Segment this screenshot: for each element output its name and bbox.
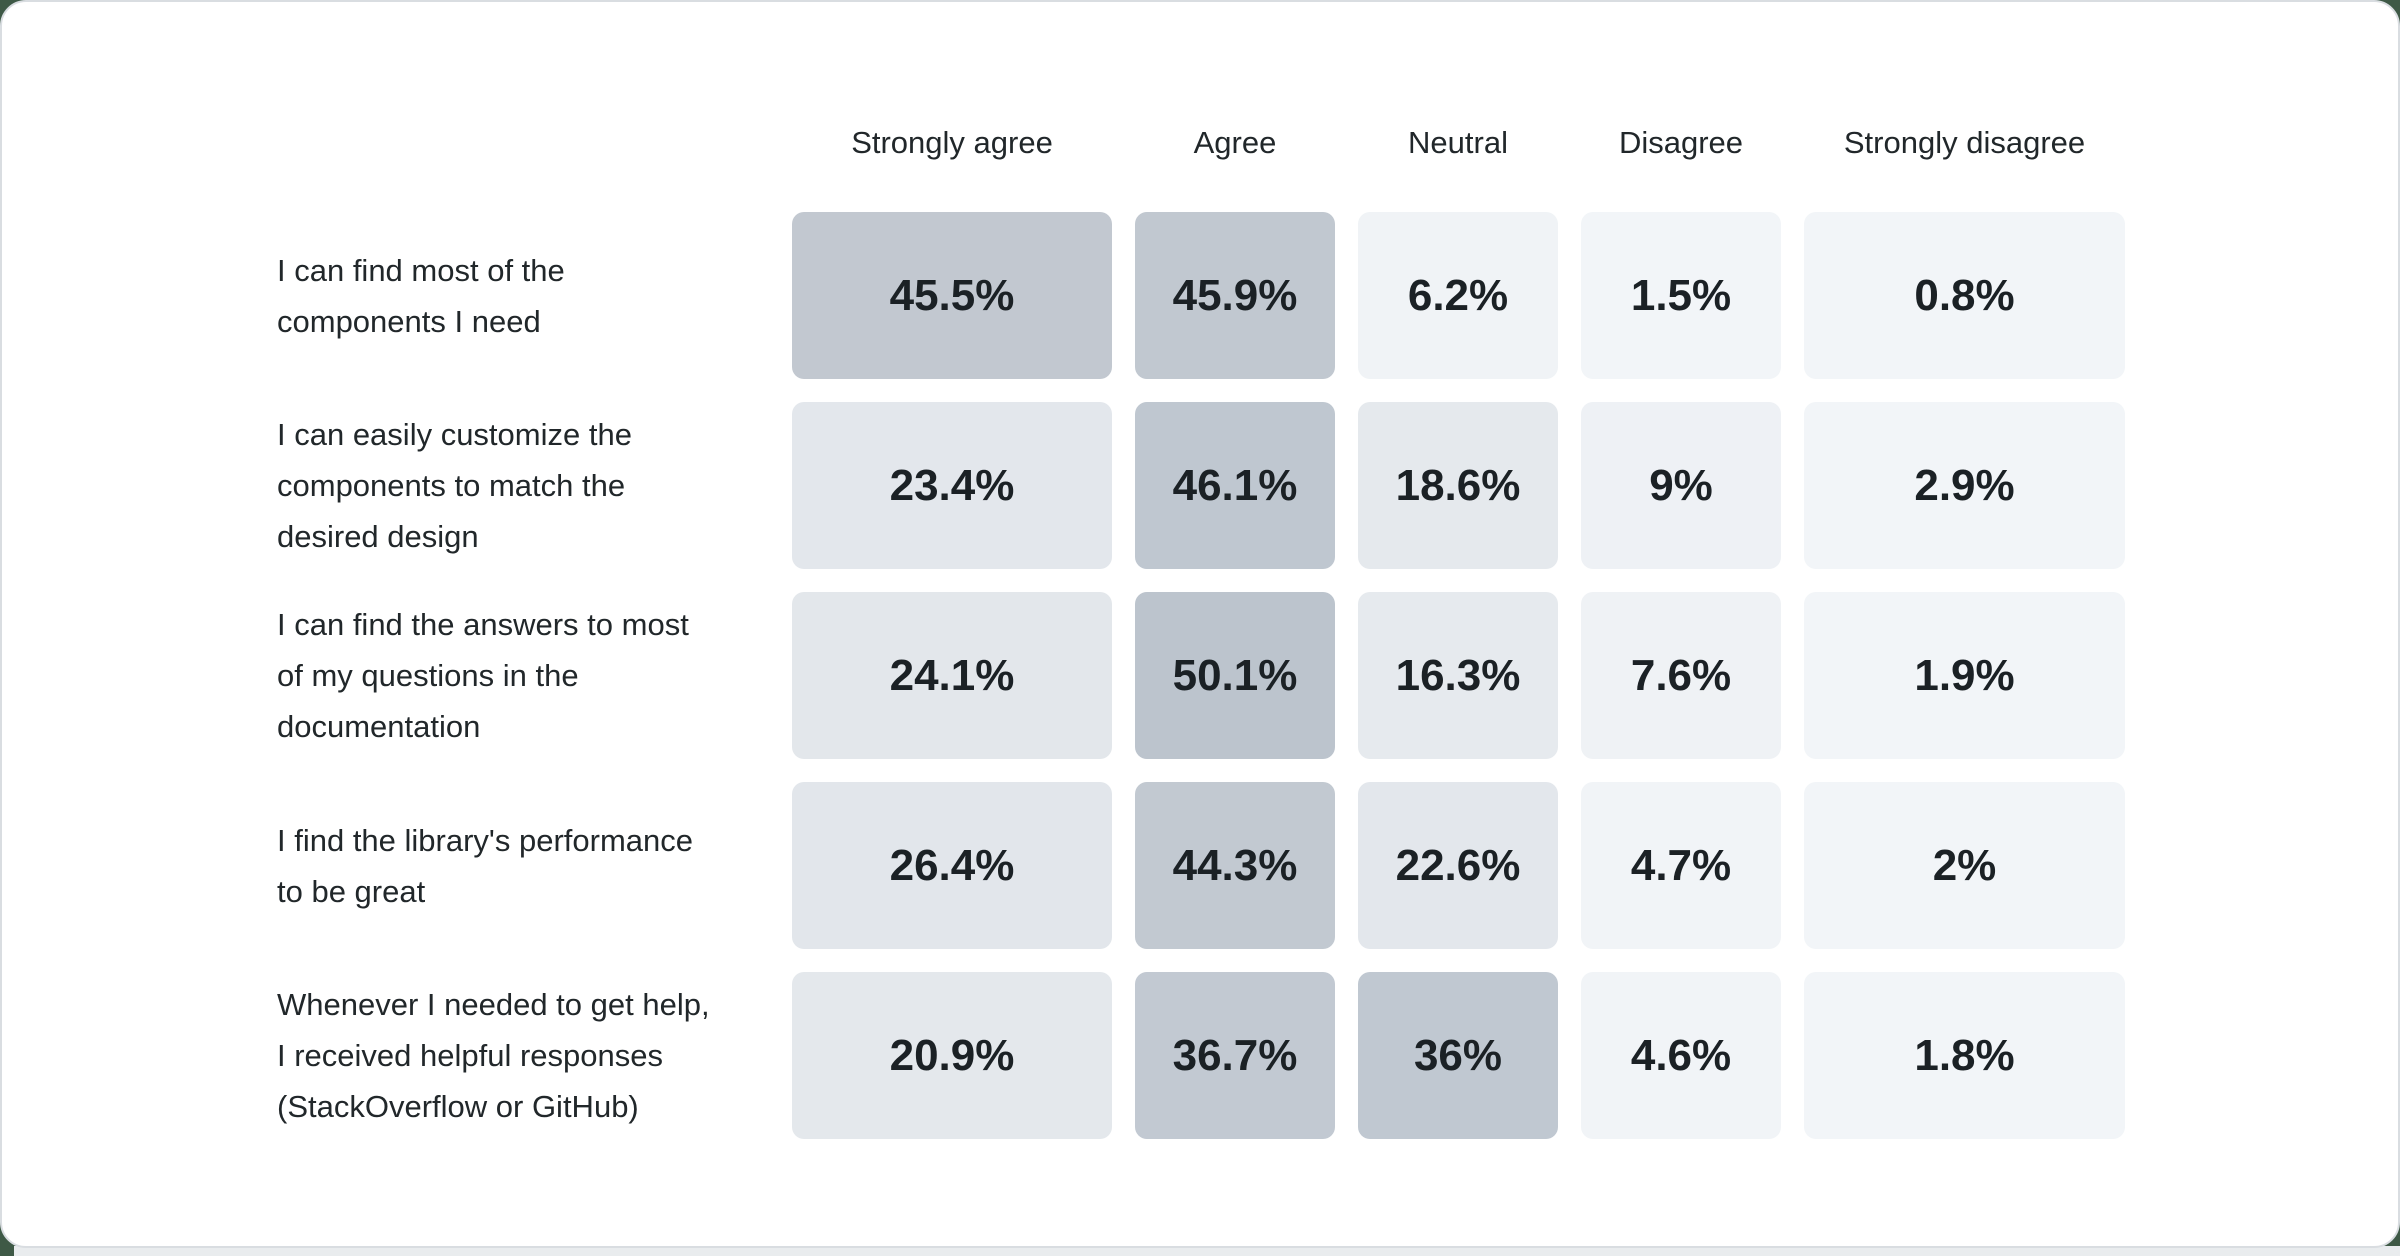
heatmap-cell: 1.9% [1804, 592, 2125, 759]
heatmap-cell: 50.1% [1135, 592, 1335, 759]
heatmap-cell: 22.6% [1358, 782, 1558, 949]
heatmap-cell: 1.8% [1804, 972, 2125, 1139]
heatmap-cell: 6.2% [1358, 212, 1558, 379]
heatmap-cell: 24.1% [792, 592, 1112, 759]
row-label-2: I can easily customize the components to… [277, 417, 632, 554]
column-header-2: Agree [1193, 125, 1277, 160]
column-header-4: Disagree [1618, 125, 1744, 160]
column-header-5: Strongly disagree [1843, 125, 2086, 160]
survey-results-grid: Strongly agree Agree Neutral Disagree Strong… [277, 97, 2125, 1139]
heatmap-cell: 45.9% [1135, 212, 1335, 379]
heatmap-cell: 18.6% [1358, 402, 1558, 569]
heatmap-cell: 4.7% [1581, 782, 1781, 949]
column-header-1: Strongly agree [851, 125, 1053, 160]
heatmap-cell: 36% [1358, 972, 1558, 1139]
heatmap-cell: 1.5% [1581, 212, 1781, 379]
row-label-3: I can find the answers to most of my que… [277, 607, 689, 744]
heatmap-cell: 45.5% [792, 212, 1112, 379]
heatmap-cell: 23.4% [792, 402, 1112, 569]
heatmap-cell: 44.3% [1135, 782, 1335, 949]
row-label-1: I can find most of the components I need [277, 252, 565, 339]
heatmap-cell: 2.9% [1804, 402, 2125, 569]
row-label-4: I find the library's performance to be g… [277, 822, 693, 909]
heatmap-cell: 7.6% [1581, 592, 1781, 759]
heatmap-cell: 4.6% [1581, 972, 1781, 1139]
heatmap-cell: 0.8% [1804, 212, 2125, 379]
row-label-5: Whenever I needed to get help, I receive… [277, 987, 710, 1124]
column-header-3: Neutral [1408, 125, 1508, 160]
heatmap-cell: 46.1% [1135, 402, 1335, 569]
heatmap-cell: 16.3% [1358, 592, 1558, 759]
heatmap-cell: 20.9% [792, 972, 1112, 1139]
heatmap-cell: 26.4% [792, 782, 1112, 949]
heatmap-cell: 2% [1804, 782, 2125, 949]
grid-corner-spacer [277, 97, 769, 189]
heatmap-cell: 36.7% [1135, 972, 1335, 1139]
heatmap-cell: 9% [1581, 402, 1781, 569]
window-bottom-strip [14, 1246, 2400, 1256]
